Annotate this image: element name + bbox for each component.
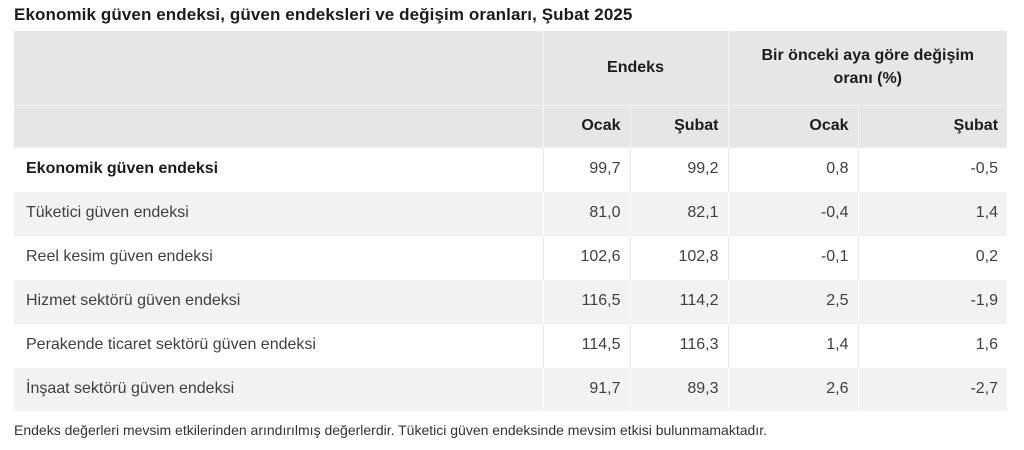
page: Ekonomik güven endeksi, güven endeksleri… <box>14 5 1008 438</box>
degisim-ocak-value: 2,6 <box>727 366 859 411</box>
endeks-ocak-value: 102,6 <box>542 234 630 279</box>
endeks-ocak-value: 81,0 <box>542 190 630 235</box>
degisim-ocak-value: 0,8 <box>727 146 859 191</box>
degisim-subat-value: 1,4 <box>857 190 1008 235</box>
row-label: Perakende ticaret sektörü güven endeksi <box>14 322 543 367</box>
endeks-ocak-value: 91,7 <box>542 366 630 411</box>
table-corner-cell <box>14 31 543 106</box>
table-row: Reel kesim güven endeksi 102,6 102,8 -0,… <box>14 234 1008 279</box>
degisim-ocak-value: -0,1 <box>727 234 859 279</box>
endeks-subat-value: 114,2 <box>629 278 729 323</box>
degisim-subat-value: 1,6 <box>857 322 1008 367</box>
endeks-subat-value: 116,3 <box>629 322 729 367</box>
degisim-subat-value: -2,7 <box>857 366 1008 411</box>
subheader-endeks-ocak: Ocak <box>542 105 630 147</box>
endeks-ocak-value: 114,5 <box>542 322 630 367</box>
sub-header-row: Ocak Şubat Ocak Şubat <box>14 105 1008 147</box>
endeks-subat-value: 99,2 <box>629 146 729 191</box>
table-corner-cell <box>14 105 543 147</box>
row-label: Ekonomik güven endeksi <box>14 146 543 191</box>
subheader-endeks-subat: Şubat <box>629 105 729 147</box>
group-header-change: Bir önceki aya göre değişim oranı (%) <box>727 31 1008 106</box>
endeks-subat-value: 82,1 <box>629 190 729 235</box>
table-row: Tüketici güven endeksi 81,0 82,1 -0,4 1,… <box>14 190 1008 235</box>
degisim-subat-value: -1,9 <box>857 278 1008 323</box>
endeks-subat-value: 102,8 <box>629 234 729 279</box>
table-row: Ekonomik güven endeksi 99,7 99,2 0,8 -0,… <box>14 146 1008 191</box>
page-title: Ekonomik güven endeksi, güven endeksleri… <box>14 5 633 24</box>
endeks-ocak-value: 99,7 <box>542 146 630 191</box>
row-label: Reel kesim güven endeksi <box>14 234 543 279</box>
group-header-endeks: Endeks <box>542 31 729 106</box>
confidence-index-table: Endeks Bir önceki aya göre değişim oranı… <box>14 31 1008 411</box>
degisim-ocak-value: -0,4 <box>727 190 859 235</box>
degisim-subat-value: -0,5 <box>857 146 1008 191</box>
endeks-ocak-value: 116,5 <box>542 278 630 323</box>
row-label: Hizmet sektörü güven endeksi <box>14 278 543 323</box>
group-header-row: Endeks Bir önceki aya göre değişim oranı… <box>14 31 1008 106</box>
endeks-subat-value: 89,3 <box>629 366 729 411</box>
subheader-degisim-ocak: Ocak <box>727 105 859 147</box>
table-row: Hizmet sektörü güven endeksi 116,5 114,2… <box>14 278 1008 323</box>
row-label: Tüketici güven endeksi <box>14 190 543 235</box>
table-footnote: Endeks değerleri mevsim etkilerinden arı… <box>14 422 767 438</box>
table-row: İnşaat sektörü güven endeksi 91,7 89,3 2… <box>14 366 1008 411</box>
table-row: Perakende ticaret sektörü güven endeksi … <box>14 322 1008 367</box>
degisim-ocak-value: 2,5 <box>727 278 859 323</box>
row-label: İnşaat sektörü güven endeksi <box>14 366 543 411</box>
subheader-degisim-subat: Şubat <box>857 105 1008 147</box>
degisim-ocak-value: 1,4 <box>727 322 859 367</box>
degisim-subat-value: 0,2 <box>857 234 1008 279</box>
